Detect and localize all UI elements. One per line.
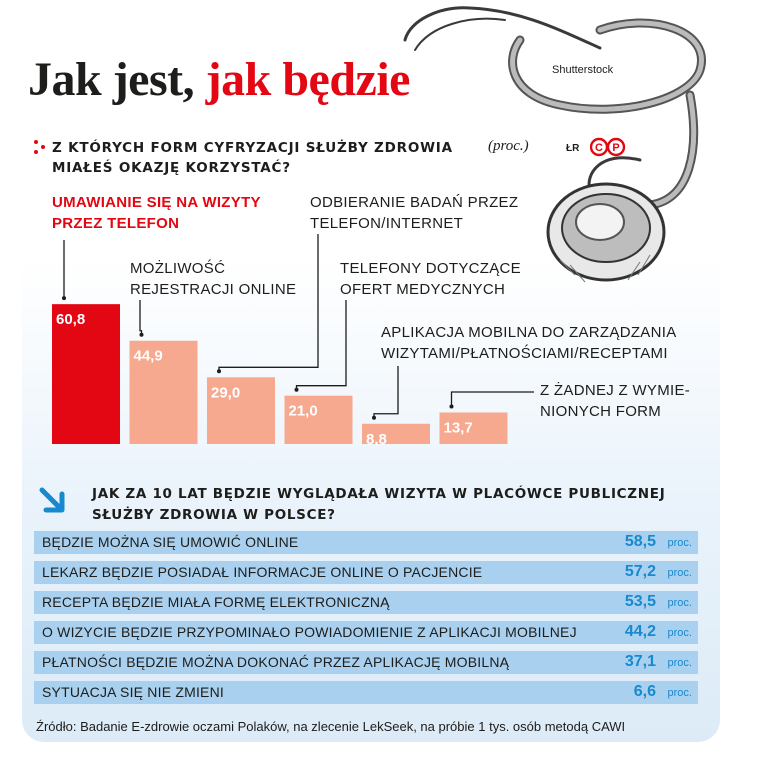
row-value: 37,1 bbox=[624, 653, 656, 670]
leader-line bbox=[450, 391, 534, 407]
row-value: 57,2 bbox=[624, 563, 656, 580]
bar-value-label: 60,8 bbox=[56, 311, 85, 328]
svg-text:C: C bbox=[595, 142, 603, 154]
row-label: O WIZYCIE BĘDZIE PRZYPOMINAŁO POWIADOMIE… bbox=[42, 624, 577, 640]
row-label: BĘDZIE MOŻNA SIĘ UMOWIĆ ONLINE bbox=[42, 534, 299, 550]
leader-dot bbox=[294, 387, 299, 392]
stethoscope-icon bbox=[403, 6, 706, 283]
bar-value-label: 8,8 bbox=[366, 431, 387, 448]
bar-label-phone-appointments: UMAWIANIE SIĘ NA WIZYTY PRZEZ TELEFON bbox=[52, 194, 261, 232]
leader-dot bbox=[139, 332, 144, 337]
question-1: Z których form cyfryzacji służby zdrowia… bbox=[52, 140, 453, 176]
bar-value-label: 21,0 bbox=[289, 403, 318, 420]
leader-dot bbox=[449, 404, 454, 409]
row-unit: proc. bbox=[667, 567, 692, 579]
row-unit: proc. bbox=[667, 687, 692, 699]
bar-label-online-registration: MOŻLIWOŚĆ REJESTRACJI ONLINE bbox=[130, 260, 297, 298]
leader-dot bbox=[372, 415, 376, 420]
table-row: PŁATNOŚCI BĘDZIE MOŻNA DOKONAĆ PRZEZ APL… bbox=[34, 651, 698, 674]
leader-line bbox=[139, 300, 143, 335]
table-row: BĘDZIE MOŻNA SIĘ UMOWIĆ ONLINE 58,5 proc. bbox=[34, 531, 698, 554]
forecast-table: BĘDZIE MOŻNA SIĘ UMOWIĆ ONLINE 58,5 proc. … bbox=[34, 531, 698, 711]
author-initials: ŁR bbox=[566, 143, 580, 154]
row-label: RECEPTA BĘDZIE MIAŁA FORMĘ ELEKTRONICZNĄ bbox=[42, 594, 390, 610]
image-credit: Shutterstock bbox=[552, 64, 614, 76]
table-row: RECEPTA BĘDZIE MIAŁA FORMĘ ELEKTRONICZNĄ… bbox=[34, 591, 698, 614]
leader-line bbox=[295, 300, 347, 390]
publisher-logo-icon: C P bbox=[590, 137, 626, 157]
bar-mobile-app bbox=[362, 423, 430, 444]
row-label: SYTUACJA SIĘ NIE ZMIENI bbox=[42, 684, 224, 700]
unit-label: (proc.) bbox=[488, 138, 529, 154]
bar-label-medical-offer-calls: TELEFONY DOTYCZĄCE OFERT MEDYCZNYCH bbox=[340, 260, 521, 298]
row-value: 58,5 bbox=[624, 533, 656, 550]
row-label: LEKARZ BĘDZIE POSIADAŁ INFORMACJE ONLINE… bbox=[42, 564, 483, 580]
table-row: LEKARZ BĘDZIE POSIADAŁ INFORMACJE ONLINE… bbox=[34, 561, 698, 584]
table-row: O WIZYCIE BĘDZIE PRZYPOMINAŁO POWIADOMIE… bbox=[34, 621, 698, 644]
page-title: Jak jest, jak będzie bbox=[28, 56, 410, 104]
arrow-down-right-icon bbox=[39, 487, 65, 513]
row-unit: proc. bbox=[667, 597, 692, 609]
leader-dot bbox=[217, 369, 221, 374]
bar-medical-offer-calls bbox=[284, 395, 353, 444]
row-unit: proc. bbox=[667, 657, 692, 669]
svg-text:P: P bbox=[612, 142, 619, 154]
bar-results-online bbox=[207, 377, 275, 444]
bar-label-results-online: ODBIERANIE BADAŃ PRZEZ TELEFON/INTERNET bbox=[310, 194, 519, 232]
row-value: 53,5 bbox=[624, 593, 656, 610]
row-label: PŁATNOŚCI BĘDZIE MOŻNA DOKONAĆ PRZEZ APL… bbox=[42, 654, 510, 670]
row-unit: proc. bbox=[667, 627, 692, 639]
bar-chart: 60,8 44,9 29,0 21,0 8,8 13,7 bbox=[52, 234, 534, 448]
title-part-1: Jak jest, bbox=[28, 53, 195, 106]
leader-dot bbox=[62, 296, 66, 301]
bar-phone-appointments bbox=[52, 304, 120, 444]
bar-label-none: Z ŻADNEJ Z WYMIE- NIONYCH FORM bbox=[540, 382, 691, 420]
bar-none bbox=[439, 412, 508, 444]
leader-line bbox=[373, 366, 399, 418]
source-note: Źródło: Badanie E-zdrowie oczami Polaków… bbox=[36, 719, 626, 734]
bar-value-label: 44,9 bbox=[134, 348, 163, 365]
table-row: SYTUACJA SIĘ NIE ZMIENI 6,6 proc. bbox=[34, 681, 698, 704]
question-2: Jak za 10 lat będzie wyglądała wizyta w … bbox=[92, 486, 666, 523]
bar-label-mobile-app: APLIKACJA MOBILNA DO ZARZĄDZANIA WIZYTAMI… bbox=[381, 324, 677, 362]
bar-online-registration bbox=[129, 340, 198, 444]
leader-line bbox=[218, 234, 319, 372]
row-value: 44,2 bbox=[624, 623, 656, 640]
row-value: 6,6 bbox=[633, 683, 656, 700]
red-dots-icon bbox=[34, 138, 46, 158]
row-unit: proc. bbox=[667, 537, 692, 549]
bar-value-label: 13,7 bbox=[444, 419, 473, 436]
title-part-2: jak będzie bbox=[205, 53, 411, 106]
bar-value-label: 29,0 bbox=[211, 384, 240, 401]
